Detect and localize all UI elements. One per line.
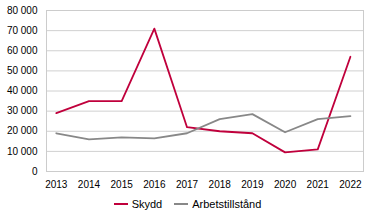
svg-text:2021: 2021 [307, 179, 330, 190]
html-text:Arbetstillstånd: Arbetstillstånd [192, 198, 262, 210]
svg-text:2019: 2019 [241, 179, 264, 190]
svg-text:60 000: 60 000 [7, 45, 38, 56]
svg-text:2013: 2013 [45, 179, 68, 190]
svg-text:2016: 2016 [143, 179, 166, 190]
svg-text:20 000: 20 000 [7, 125, 38, 136]
svg-text:40 000: 40 000 [7, 85, 38, 96]
svg-text:2014: 2014 [78, 179, 101, 190]
svg-text:30 000: 30 000 [7, 105, 38, 116]
svg-text:2022: 2022 [339, 179, 362, 190]
svg-text:2018: 2018 [209, 179, 232, 190]
svg-text:70 000: 70 000 [7, 25, 38, 36]
svg-text:2017: 2017 [176, 179, 199, 190]
svg-text:2015: 2015 [111, 179, 134, 190]
svg-text:50 000: 50 000 [7, 65, 38, 76]
svg-text:0: 0 [32, 166, 38, 177]
svg-text:10 000: 10 000 [7, 146, 38, 157]
html-text:Skydd: Skydd [131, 198, 163, 210]
svg-text:2020: 2020 [274, 179, 297, 190]
svg-text:80 000: 80 000 [7, 5, 38, 16]
